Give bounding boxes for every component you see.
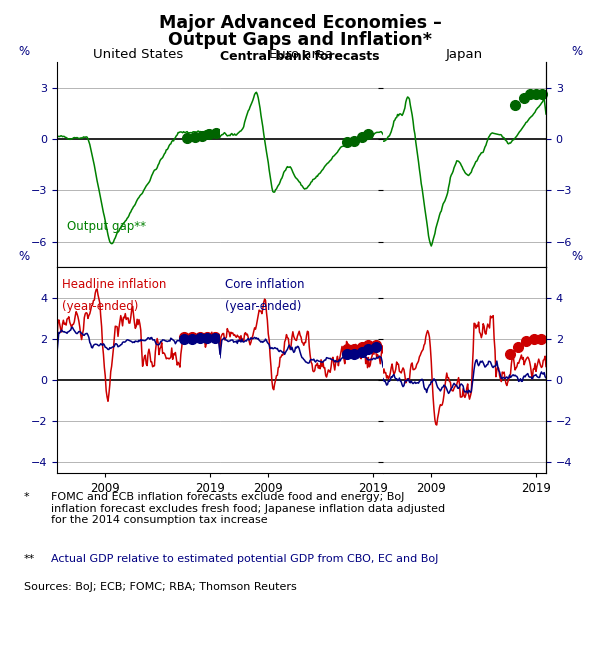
Text: Central bank forecasts: Central bank forecasts xyxy=(220,50,380,63)
Title: United States: United States xyxy=(94,48,184,61)
Text: %: % xyxy=(571,250,582,263)
Text: **: ** xyxy=(24,554,35,564)
Title: Japan: Japan xyxy=(446,48,483,61)
Title: Euro area: Euro area xyxy=(269,48,334,61)
Text: %: % xyxy=(18,45,29,58)
Text: %: % xyxy=(18,250,29,263)
Text: FOMC and ECB inflation forecasts exclude food and energy; BoJ
inflation forecast: FOMC and ECB inflation forecasts exclude… xyxy=(51,492,445,526)
Text: %: % xyxy=(571,45,582,58)
Text: *: * xyxy=(24,492,29,502)
Text: Output gap**: Output gap** xyxy=(67,220,146,233)
Text: Output Gaps and Inflation*: Output Gaps and Inflation* xyxy=(168,31,432,50)
Text: (year-ended): (year-ended) xyxy=(62,300,138,313)
Text: Sources: BoJ; ECB; FOMC; RBA; Thomson Reuters: Sources: BoJ; ECB; FOMC; RBA; Thomson Re… xyxy=(24,582,297,591)
Text: Actual GDP relative to estimated potential GDP from CBO, EC and BoJ: Actual GDP relative to estimated potenti… xyxy=(51,554,439,564)
Text: Headline inflation: Headline inflation xyxy=(62,278,166,291)
Text: (year-ended): (year-ended) xyxy=(225,300,301,313)
Text: Core inflation: Core inflation xyxy=(225,278,304,291)
Text: Major Advanced Economies –: Major Advanced Economies – xyxy=(158,14,442,33)
